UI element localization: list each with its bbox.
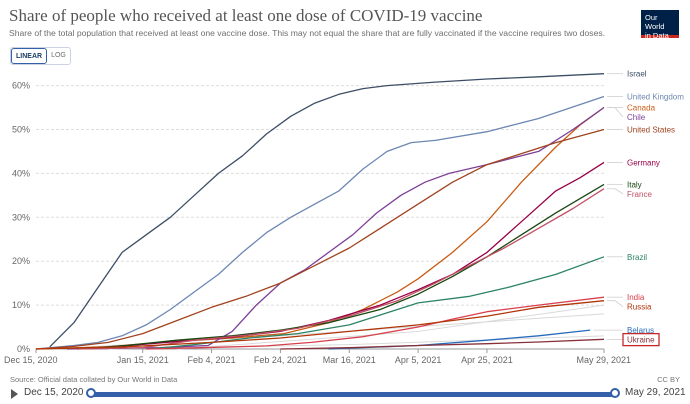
y-tick-label: 50% <box>12 124 30 134</box>
series-line-russia <box>35 300 605 350</box>
series-line-france <box>77 188 605 350</box>
y-tick-label: 40% <box>12 168 30 178</box>
series-line-india <box>146 296 605 350</box>
y-tick-label: 20% <box>12 256 30 266</box>
linear-scale-button[interactable]: LINEAR <box>11 48 48 64</box>
chart-title: Share of people who received at least on… <box>9 6 483 25</box>
timeline-start-handle[interactable] <box>86 388 96 398</box>
series-line-canada <box>35 106 605 350</box>
x-tick-label: Apr 25, 2021 <box>461 355 513 365</box>
series-line-italy <box>77 183 605 350</box>
timeline-end-label: May 29, 2021 <box>625 387 686 398</box>
x-tick-label: May 29, 2021 <box>576 355 631 365</box>
chart-subtitle: Share of the total population that recei… <box>9 28 606 38</box>
series-line-belarus <box>328 329 591 350</box>
timeline-end-handle[interactable] <box>610 388 620 398</box>
series-line-israel <box>49 73 605 348</box>
y-tick-label: 10% <box>12 300 30 310</box>
legend-label-chile: Chile <box>627 113 646 122</box>
legend-label-brazil: Brazil <box>627 253 647 262</box>
y-tick-label: 30% <box>12 212 30 222</box>
legend-connector <box>607 107 624 118</box>
scale-toggle: LINEAR LOG <box>10 47 71 65</box>
timeline-start-label: Dec 15, 2020 <box>24 387 84 398</box>
background-series-line <box>177 304 605 350</box>
series-line-brazil <box>149 256 605 350</box>
x-tick-label: Dec 15, 2020 <box>4 355 58 365</box>
legend-label-russia: Russia <box>627 303 652 312</box>
legend-highlight-box <box>622 332 660 347</box>
x-tick-label: Jan 15, 2021 <box>117 355 169 365</box>
logo-line-2: in Data <box>645 31 669 40</box>
legend-label-ukraine: Ukraine <box>627 336 655 345</box>
x-tick-label: Mar 16, 2021 <box>323 355 376 365</box>
play-icon[interactable] <box>11 389 18 399</box>
legend-connector <box>607 300 624 308</box>
legend-label-belarus: Belarus <box>627 326 654 335</box>
x-tick-label: Feb 24, 2021 <box>254 355 307 365</box>
legend-label-canada: Canada <box>627 104 656 113</box>
legend-label-india: India <box>627 293 645 302</box>
legend-label-france: France <box>627 190 652 199</box>
timeline-slider: Dec 15, 2020 May 29, 2021 <box>0 384 690 404</box>
line-chart: 0% 10% 20% 30% 40% 50% 60% Dec 15, 2020 Jan 15, … <box>4 70 684 365</box>
legend-label-israel: Israel <box>627 70 647 79</box>
series-line-united-states <box>35 128 605 350</box>
log-scale-button[interactable]: LOG <box>51 52 66 59</box>
background-series-line <box>53 313 605 350</box>
owid-logo[interactable]: Our World in Data <box>641 10 679 40</box>
x-tick-label: Apr 5, 2021 <box>395 355 442 365</box>
logo-line-1: Our World <box>645 13 665 31</box>
source-note: Source: Official data collated by Our Wo… <box>10 375 178 384</box>
legend-label-italy: Italy <box>627 180 642 189</box>
y-tick-label: 0% <box>17 344 30 354</box>
legend-connector <box>607 188 624 195</box>
series-line-united-kingdom <box>35 95 605 350</box>
legend-label-germany: Germany <box>627 158 660 167</box>
y-tick-label: 60% <box>12 81 30 91</box>
series-line-germany <box>77 161 605 350</box>
timeline-track[interactable] <box>91 392 614 397</box>
license-link[interactable]: CC BY <box>657 375 680 384</box>
legend-label-united-kingdom: United Kingdom <box>627 93 684 102</box>
x-tick-label: Feb 4, 2021 <box>188 355 236 365</box>
series-line-ukraine <box>280 338 605 350</box>
series-line-chile <box>66 106 605 350</box>
legend-label-united-states: United States <box>627 125 675 134</box>
